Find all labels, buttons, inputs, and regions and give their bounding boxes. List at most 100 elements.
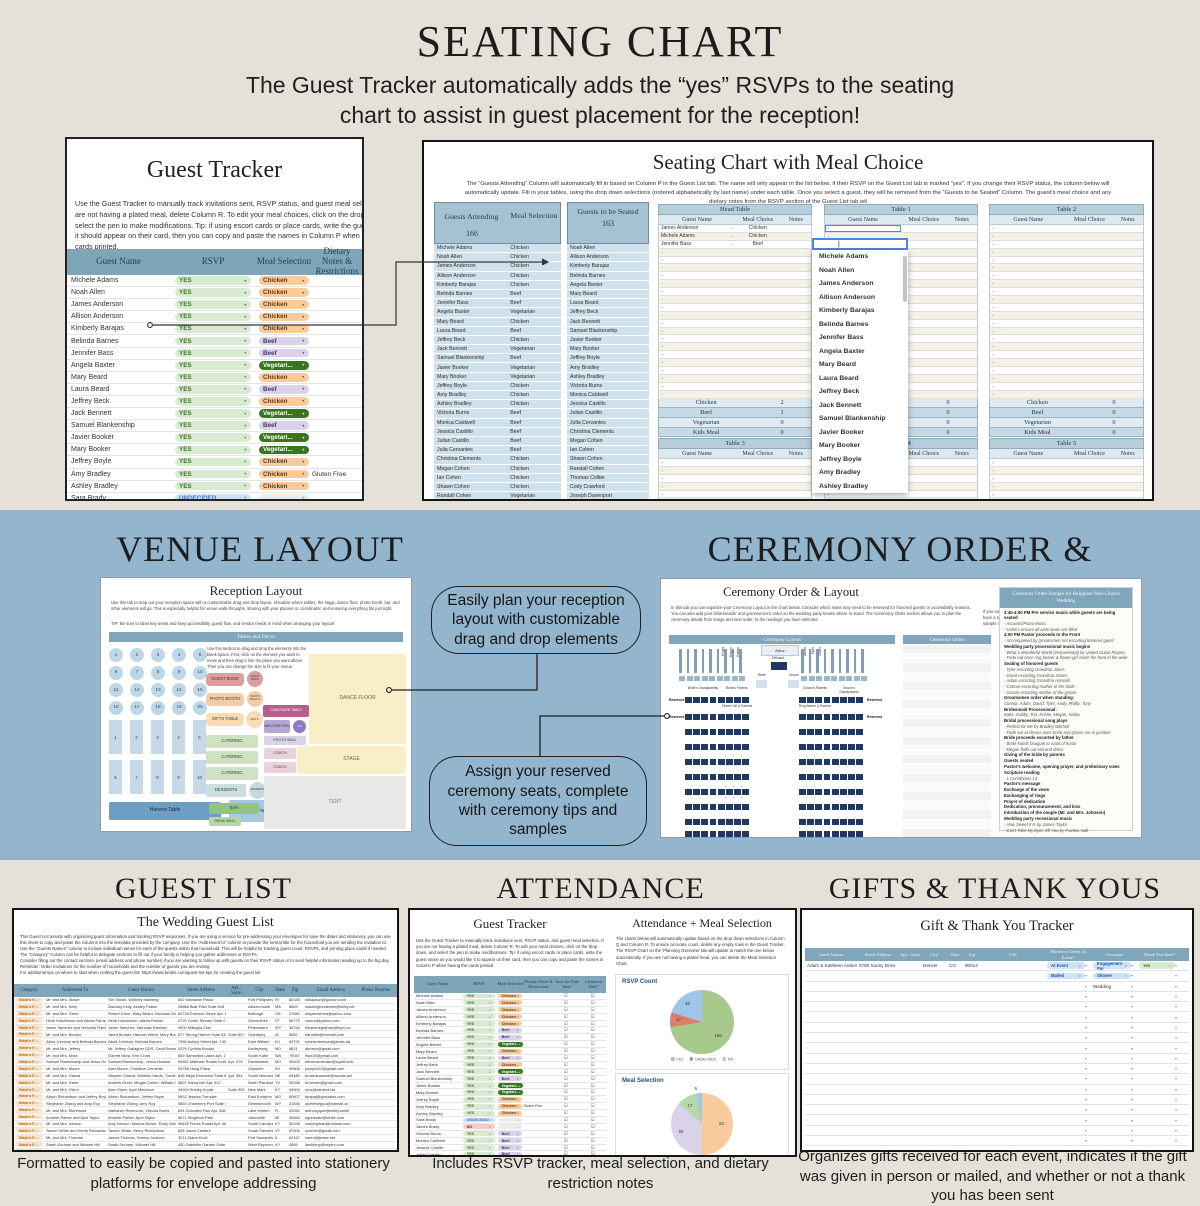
ceremony-seat[interactable] xyxy=(840,697,847,703)
meal-chip[interactable]: Chicken▾ xyxy=(259,325,309,334)
thank-you-cell-chip[interactable]: Yes▾ xyxy=(1139,962,1175,968)
rsvp-chip[interactable]: YES▾ xyxy=(175,482,251,491)
ceremony-seat[interactable] xyxy=(710,744,717,750)
ceremony-seat[interactable] xyxy=(701,804,708,810)
seat-guest-cell[interactable]: ▾ xyxy=(990,257,1067,264)
checkbox-icon[interactable]: ☑ xyxy=(552,1096,579,1102)
ceremony-seat[interactable] xyxy=(742,789,749,795)
seat-guest-cell[interactable]: ▾ xyxy=(990,459,1067,466)
dropdown-item[interactable]: Mary Beard xyxy=(812,358,908,372)
seat-guest-cell[interactable]: ▾ xyxy=(990,272,1067,279)
occasion-cell-chip[interactable]: Engagement Par▾ xyxy=(1093,962,1131,968)
rsvp-chip[interactable]: YES▾ xyxy=(463,1042,495,1047)
seat-guest-cell[interactable]: ▾ xyxy=(659,343,735,350)
round-table-7[interactable]: 7 xyxy=(130,666,144,680)
guest-book-circle[interactable]: GUEST BOOK xyxy=(247,671,263,687)
category-chip[interactable]: Bride's F..▾ xyxy=(15,1135,43,1140)
category-chip[interactable]: Bride's F..▾ xyxy=(15,1039,43,1044)
ceremony-seat[interactable] xyxy=(824,759,831,765)
seat-guest-cell[interactable]: ▾ xyxy=(990,351,1067,358)
seat-guest-cell[interactable]: ▾ xyxy=(659,383,735,390)
rsvp-chip[interactable]: YES▾ xyxy=(175,361,251,370)
meal-chip[interactable]: Chicken▾ xyxy=(498,1104,523,1109)
checkbox-icon[interactable]: ☑ xyxy=(579,1021,606,1027)
guest-name-cell[interactable]: Kimberly Barajas xyxy=(67,325,170,332)
ceremony-seat[interactable] xyxy=(840,759,847,765)
ceremony-seat[interactable] xyxy=(734,804,741,810)
ceremony-seat[interactable] xyxy=(832,744,839,750)
meal-chip[interactable]: Vegetari...▾ xyxy=(259,433,309,442)
meal-chip[interactable]: Vegetari...▾ xyxy=(259,361,309,370)
ceremony-seat[interactable] xyxy=(815,831,822,837)
ceremony-seat[interactable] xyxy=(726,789,733,795)
dropdown-item[interactable]: Allison Anderson xyxy=(812,291,908,305)
ceremony-seat[interactable] xyxy=(685,831,692,837)
category-chip[interactable]: Bride's F..▾ xyxy=(15,1128,43,1133)
category-chip[interactable]: Bride's F..▾ xyxy=(15,1046,43,1051)
ceremony-seat[interactable] xyxy=(718,831,725,837)
dropdown-item[interactable]: Noah Allen xyxy=(812,264,908,278)
meal-chip[interactable]: ▾ xyxy=(259,494,309,501)
seat-guest-cell[interactable]: ▾ xyxy=(990,335,1067,342)
checkbox-icon[interactable]: ☑ xyxy=(552,1034,579,1040)
meal-chip[interactable]: Chicken▾ xyxy=(259,313,309,322)
harvest-table[interactable]: Harvest Table xyxy=(109,802,221,820)
rsvp-chip[interactable]: YES▾ xyxy=(175,325,251,334)
ceremony-seat[interactable] xyxy=(799,804,806,810)
checkbox-icon[interactable]: ☑ xyxy=(552,1041,579,1047)
category-chip[interactable]: Bride's F..▾ xyxy=(15,1011,43,1016)
category-chip[interactable]: Bride's F..▾ xyxy=(15,1025,43,1030)
ceremony-seat[interactable] xyxy=(685,729,692,735)
ceremony-seat[interactable] xyxy=(848,759,855,765)
ceremony-seat[interactable] xyxy=(726,697,733,703)
seat-guest-cell[interactable]: ▾ xyxy=(659,257,735,264)
checkbox-icon[interactable]: ☑ xyxy=(579,1089,606,1095)
ceremony-seat[interactable] xyxy=(856,744,863,750)
guest-name-cell[interactable]: Jennifer Bass xyxy=(67,350,170,357)
meal-chip[interactable]: Chicken▾ xyxy=(259,470,309,479)
category-chip[interactable]: Bride's F..▾ xyxy=(15,1066,43,1071)
round-table-9[interactable]: 9 xyxy=(172,666,186,680)
ceremony-seat[interactable] xyxy=(726,804,733,810)
ceremony-seat[interactable] xyxy=(815,729,822,735)
rect-table-8[interactable]: 8 xyxy=(151,760,164,794)
ceremony-seat[interactable] xyxy=(726,831,733,837)
ceremony-seat[interactable] xyxy=(742,714,749,720)
meal-chip[interactable]: Chicken▾ xyxy=(259,288,309,297)
checkbox-icon[interactable]: ☑ xyxy=(552,1089,579,1095)
ceremony-order-row[interactable] xyxy=(903,719,991,728)
checkbox-icon[interactable]: ☑ xyxy=(552,1103,579,1109)
ceremony-seat[interactable] xyxy=(701,759,708,765)
ceremony-seat[interactable] xyxy=(718,819,725,825)
ceremony-seat[interactable] xyxy=(718,714,725,720)
guest-name-cell[interactable]: Sara Brady xyxy=(67,495,170,501)
checkbox-icon[interactable]: ☑ xyxy=(552,1021,579,1027)
round-table-10[interactable]: 10 xyxy=(193,666,207,680)
ceremony-seat[interactable] xyxy=(856,714,863,720)
ceremony-seat[interactable] xyxy=(807,831,814,837)
ceremony-seat[interactable] xyxy=(807,714,814,720)
ceremony-seat[interactable] xyxy=(734,744,741,750)
meal-chip[interactable]: Chicken▾ xyxy=(259,373,309,382)
ceremony-order-row[interactable] xyxy=(903,682,991,691)
ceremony-seat[interactable] xyxy=(726,729,733,735)
ceremony-seat[interactable] xyxy=(726,759,733,765)
dropdown-item[interactable]: Michele Adams xyxy=(812,250,908,264)
seat-guest-cell[interactable]: ▾ xyxy=(990,225,1067,232)
ceremony-seat[interactable] xyxy=(710,714,717,720)
rsvp-chip[interactable]: YES▾ xyxy=(463,1097,495,1102)
ceremony-order-row[interactable] xyxy=(903,728,991,737)
ceremony-seat[interactable] xyxy=(815,759,822,765)
ceremony-seat[interactable] xyxy=(734,729,741,735)
checkbox-icon[interactable]: ☑ xyxy=(579,1131,606,1137)
rsvp-chip[interactable]: YES▾ xyxy=(463,1111,495,1116)
ceremony-seat[interactable] xyxy=(742,697,749,703)
rsvp-chip[interactable]: YES▾ xyxy=(175,313,251,322)
rsvp-chip[interactable]: YES▾ xyxy=(463,1007,495,1012)
rsvp-chip[interactable]: YES▾ xyxy=(175,458,251,467)
checkbox-icon[interactable]: ☑ xyxy=(579,1138,606,1144)
seat-guest-cell[interactable]: ▾ xyxy=(659,335,735,342)
rsvp-chip[interactable]: YES▾ xyxy=(463,1069,495,1074)
ceremony-seat[interactable] xyxy=(807,774,814,780)
dropdown-item[interactable]: James Anderson xyxy=(812,277,908,291)
